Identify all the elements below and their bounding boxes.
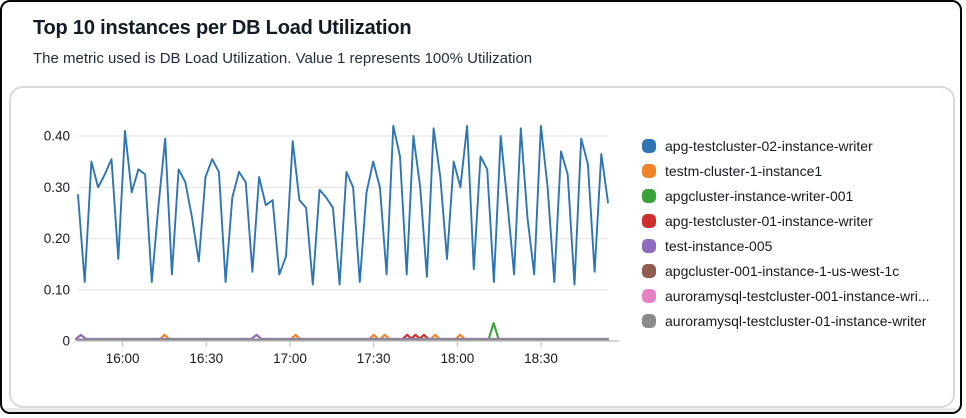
x-tick-label: 16:00 [106,351,140,366]
legend-label: auroramysql-testcluster-01-instance-writ… [665,312,927,329]
x-tick-label: 17:30 [357,351,391,366]
legend-item[interactable]: apg-testcluster-02-instance-writer [642,133,954,158]
legend-item[interactable]: auroramysql-testcluster-001-instance-wri… [642,283,954,308]
x-tick-label: 18:00 [440,351,474,366]
y-tick-label: 0.40 [44,129,70,144]
x-tick-label: 17:00 [273,351,307,366]
legend-item[interactable]: auroramysql-testcluster-01-instance-writ… [642,308,954,333]
legend-item[interactable]: testm-cluster-1-instance1 [642,158,954,183]
legend-swatch [642,313,656,328]
x-tick-label: 16:30 [189,351,223,366]
y-tick-label: 0.30 [44,180,70,195]
legend-label: auroramysql-testcluster-001-instance-wri… [665,287,930,304]
series-line-apg-testcluster-02-instance-writer [77,124,609,286]
y-tick-label: 0 [62,334,70,349]
legend-item[interactable]: test-instance-005 [642,233,954,258]
legend-item[interactable]: apg-testcluster-01-instance-writer [642,208,954,233]
legend-swatch [642,263,656,278]
page-title: Top 10 instances per DB Load Utilization [33,17,412,39]
legend-swatch [642,188,656,203]
series-line-test-instance-005 [74,333,610,340]
legend-label: apgcluster-instance-writer-001 [665,187,854,204]
legend-item[interactable]: apgcluster-001-instance-1-us-west-1c [642,258,954,283]
legend-label: apgcluster-001-instance-1-us-west-1c [665,262,900,279]
y-tick-label: 0.20 [44,231,70,246]
legend-label: apg-testcluster-01-instance-writer [665,212,873,229]
series-line-apgcluster-instance-writer-001 [76,322,610,341]
chart-legend: apg-testcluster-02-instance-writer testm-… [642,133,954,333]
legend-swatch [642,213,656,228]
y-tick-label: 0.10 [44,282,70,297]
legend-item[interactable]: apgcluster-instance-writer-001 [642,183,954,208]
legend-swatch [642,138,656,153]
chart-card [9,86,955,408]
legend-swatch [642,238,656,253]
legend-swatch [642,163,656,178]
page-background-strip [2,408,960,412]
legend-swatch [642,288,656,303]
series-line-apg-testcluster-01-instance-writer [76,333,610,341]
x-tick-label: 18:30 [524,351,558,366]
page-subtitle: The metric used is DB Load Utilization. … [33,50,533,67]
db-load-chart: 0.40 0.30 0.20 0.10 0 16:00 16:30 17:00 17:30 18:… [44,124,619,366]
legend-label: test-instance-005 [665,237,773,254]
legend-label: apg-testcluster-02-instance-writer [665,137,873,154]
legend-label: testm-cluster-1-instance1 [665,162,823,179]
